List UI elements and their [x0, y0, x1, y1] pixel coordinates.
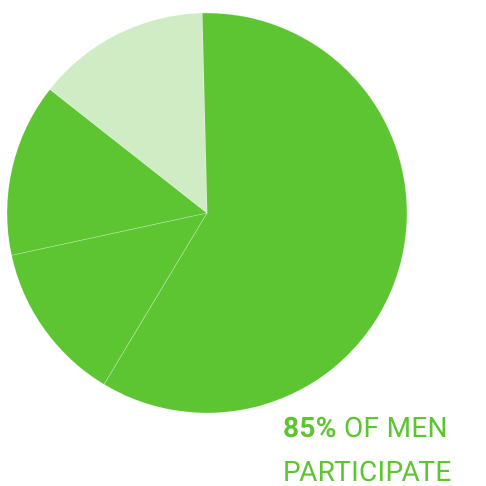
pie-slice [11, 212, 208, 385]
pie-slice [49, 12, 208, 214]
pie-slice [6, 88, 208, 256]
pie-slice [103, 12, 408, 414]
caption: 85% OF MEN PARTICIPATE [283, 406, 486, 486]
caption-text: OF MEN PARTICIPATE [283, 411, 452, 486]
highlight: 85% [283, 411, 337, 444]
